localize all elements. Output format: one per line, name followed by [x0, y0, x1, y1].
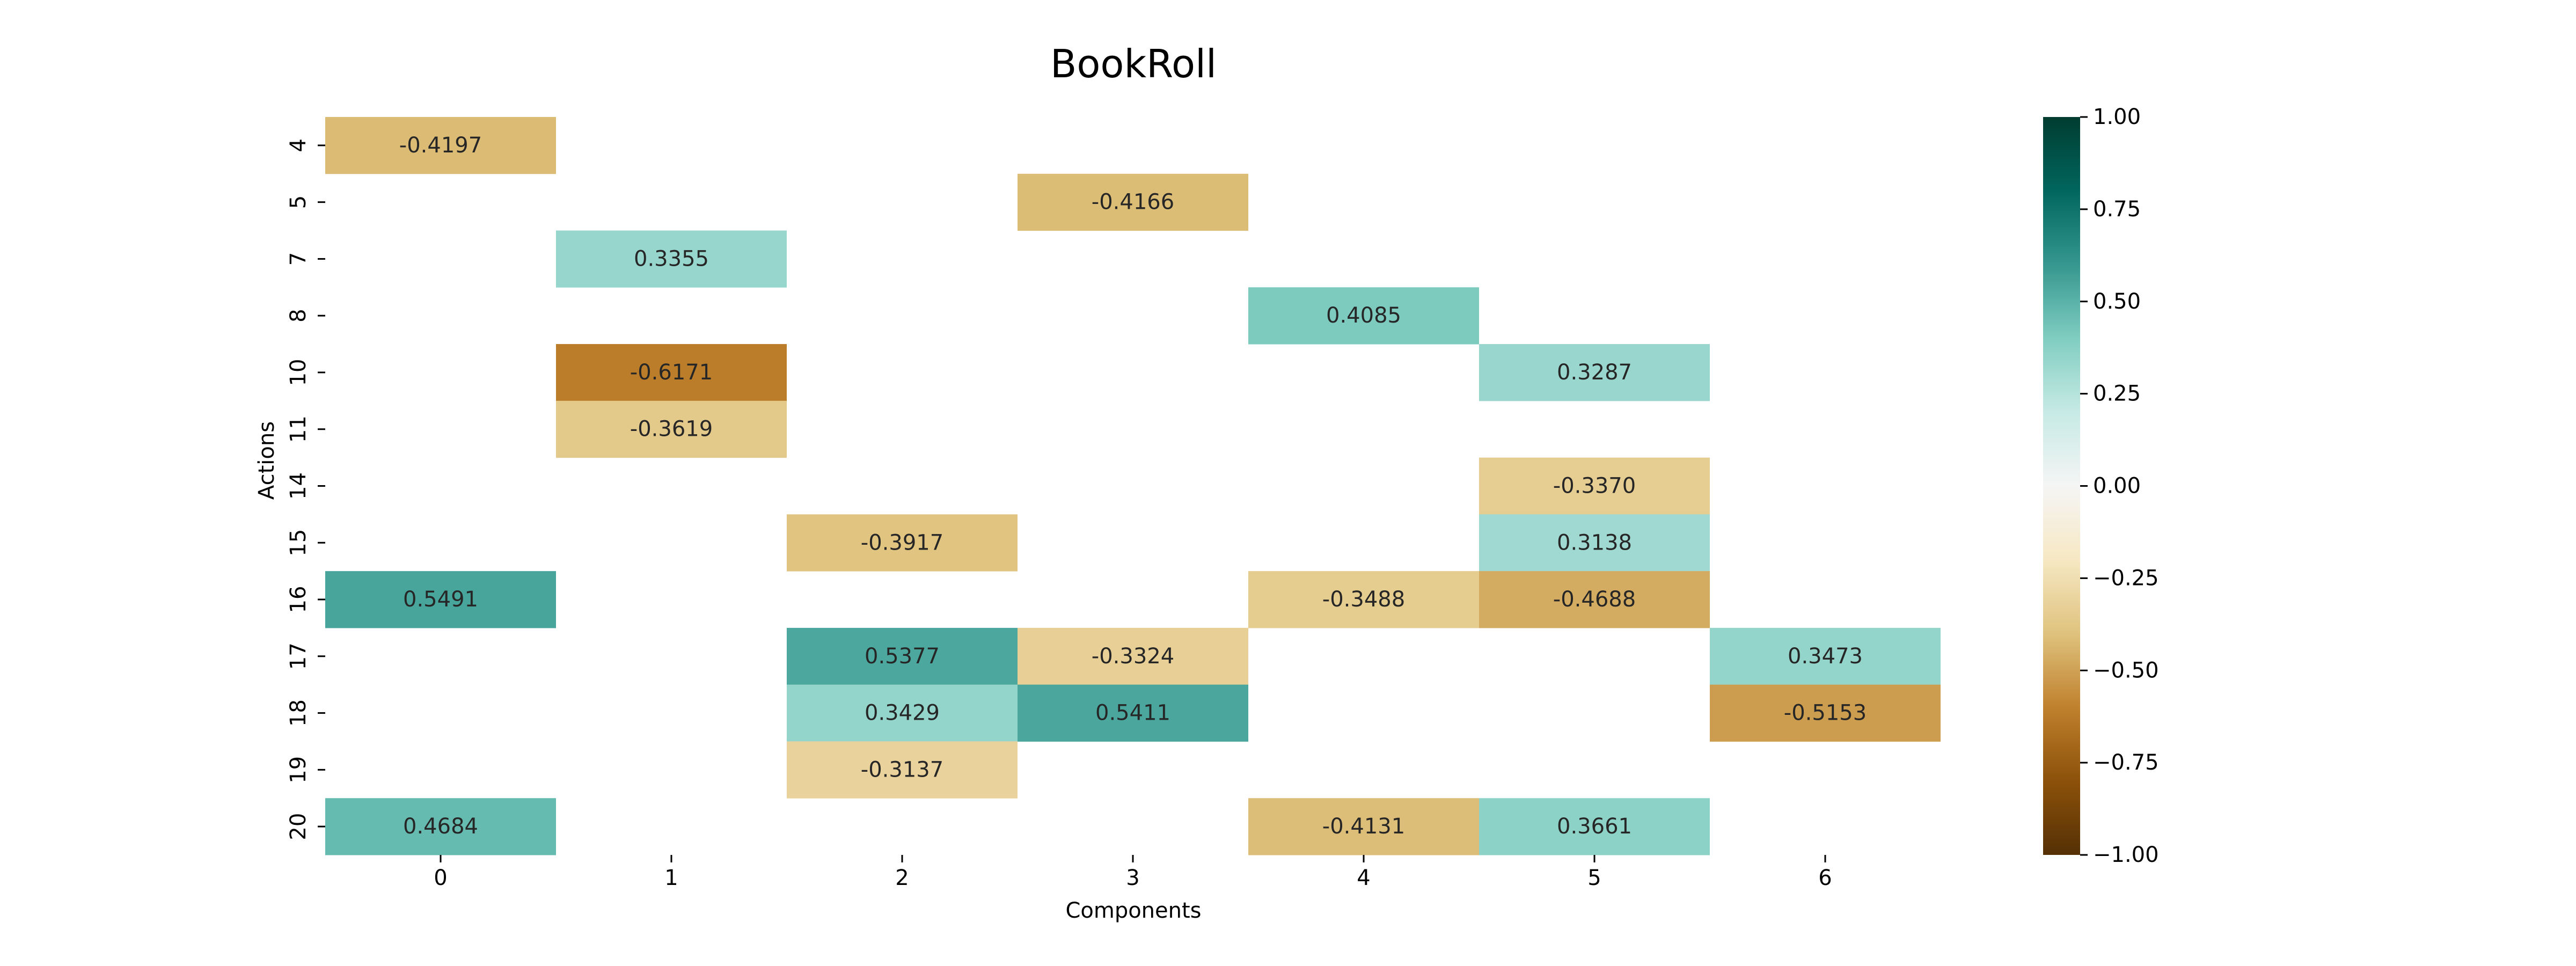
- cell-value-label: -0.3917: [861, 530, 943, 555]
- cell-value-label: -0.3137: [861, 757, 943, 782]
- y-tick-label: 14: [286, 472, 311, 500]
- x-tick-label: 2: [895, 866, 909, 890]
- y-tick-label: 19: [286, 756, 311, 784]
- heatmap-cell: [1018, 627, 1248, 685]
- y-tick-label: 8: [286, 309, 311, 322]
- x-tick-label: 5: [1587, 866, 1601, 890]
- colorbar-tick-label: −0.25: [2093, 566, 2159, 590]
- heatmap-cell: [787, 514, 1018, 572]
- y-tick-label: 11: [286, 415, 311, 443]
- x-tick-label: 1: [664, 866, 678, 890]
- cell-value-label: -0.6171: [630, 360, 713, 385]
- y-tick-label: 5: [286, 195, 311, 209]
- colorbar-tick-label: 0.75: [2093, 197, 2141, 222]
- cell-value-label: -0.4166: [1092, 190, 1174, 215]
- chart-title: BookRoll: [1050, 41, 1217, 86]
- heatmap-cell: [556, 230, 787, 288]
- cell-value-label: -0.4131: [1322, 814, 1405, 839]
- heatmap-cell: [1479, 457, 1710, 515]
- cell-value-label: 0.3355: [634, 246, 709, 271]
- cell-value-label: 0.5377: [865, 644, 940, 669]
- cell-value-label: 0.3429: [865, 701, 940, 726]
- cell-value-label: 0.3138: [1557, 530, 1632, 555]
- cell-value-label: -0.4688: [1553, 587, 1636, 612]
- heatmap-cell: [1479, 514, 1710, 572]
- x-tick-label: 6: [1818, 866, 1832, 890]
- y-tick-label: 17: [286, 642, 311, 670]
- y-axis-label: Actions: [254, 421, 279, 500]
- y-tick-label: 20: [286, 813, 311, 840]
- heatmap-cell: [1710, 627, 1941, 685]
- cell-value-label: -0.3619: [630, 417, 713, 442]
- colorbar-tick-label: −1.00: [2093, 843, 2159, 867]
- y-tick-label: 15: [286, 529, 311, 557]
- y-tick-label: 16: [286, 586, 311, 613]
- heatmap-cell: [1479, 798, 1710, 855]
- heatmap-cell: [1710, 684, 1941, 742]
- colorbar-gradient: [2043, 117, 2080, 855]
- x-tick-label: 3: [1126, 866, 1139, 890]
- heatmap-cell: [787, 684, 1018, 742]
- heatmap-cell: [556, 400, 787, 458]
- heatmap-cell: [325, 117, 556, 174]
- colorbar-tick-label: 0.50: [2093, 289, 2141, 314]
- cell-value-label: -0.5153: [1784, 701, 1867, 726]
- y-tick-label: 4: [286, 138, 311, 152]
- y-tick-label: 7: [286, 252, 311, 266]
- heatmap-cell: [1018, 173, 1248, 231]
- heatmap-cell: [787, 627, 1018, 685]
- x-axis: 0 1 2 3 4 5 6: [434, 855, 1832, 890]
- cell-value-label: 0.4085: [1326, 303, 1401, 328]
- cell-value-label: -0.3370: [1553, 474, 1636, 499]
- cell-value-label: -0.3324: [1092, 644, 1174, 669]
- cell-value-label: -0.3488: [1322, 587, 1405, 612]
- y-tick-label: 10: [286, 359, 311, 386]
- heatmap-cell: [1248, 798, 1479, 855]
- heatmap-cell: [787, 741, 1018, 799]
- y-axis: 4 5 7 8 10 11 14 15 16 17 18 19 20: [286, 138, 325, 840]
- y-tick-label: 18: [286, 699, 311, 727]
- heatmap-cell: [1018, 684, 1248, 742]
- cell-value-label: 0.3287: [1557, 360, 1632, 385]
- heatmap-cell: [1248, 571, 1479, 628]
- heatmap-cell: [1479, 344, 1710, 401]
- heatmap-cell: [556, 344, 787, 401]
- cell-value-label: 0.3473: [1788, 644, 1863, 669]
- heatmap-cell: [325, 798, 556, 855]
- cell-value-label: 0.5411: [1095, 701, 1170, 726]
- x-axis-label: Components: [1065, 898, 1201, 923]
- heatmap-cells: -0.4197 -0.4166 0.3355 0.4085 -0.6171 0.3287 -…: [325, 117, 1941, 855]
- colorbar-tick-label: 0.00: [2093, 474, 2141, 499]
- colorbar-tick-label: −0.75: [2093, 750, 2159, 775]
- heatmap-cell: [325, 571, 556, 628]
- heatmap-cell: [1248, 287, 1479, 345]
- x-tick-label: 0: [434, 866, 447, 890]
- colorbar-tick-label: 1.00: [2093, 105, 2141, 129]
- cell-value-label: -0.4197: [399, 133, 482, 158]
- x-tick-label: 4: [1357, 866, 1370, 890]
- colorbar: 1.00 0.75 0.50 0.25 0.00 −0.25 −0.50 −0.75 −1.00: [2043, 105, 2159, 867]
- heatmap-cell: [1479, 571, 1710, 628]
- cell-value-label: 0.5491: [403, 587, 478, 612]
- colorbar-tick-label: 0.25: [2093, 382, 2141, 406]
- colorbar-tick-label: −0.50: [2093, 658, 2159, 683]
- cell-value-label: 0.4684: [403, 814, 478, 839]
- cell-value-label: 0.3661: [1557, 814, 1632, 839]
